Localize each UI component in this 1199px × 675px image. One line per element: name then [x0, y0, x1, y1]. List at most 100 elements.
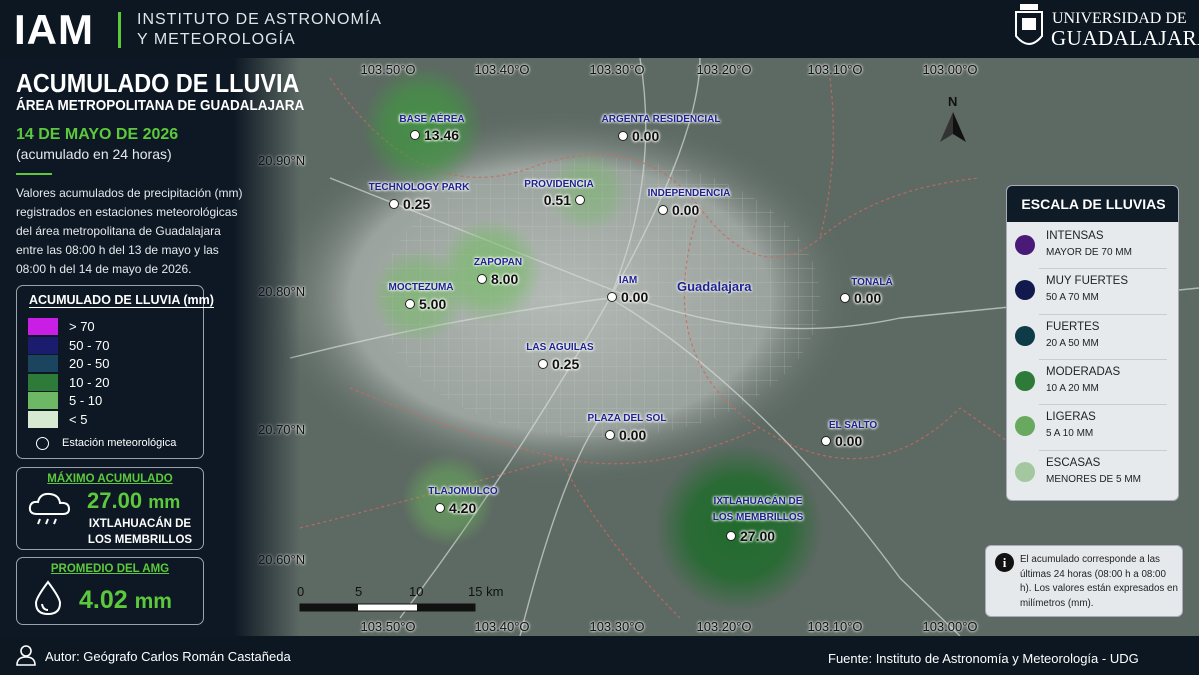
separator: [16, 173, 52, 175]
scale-label: 5: [355, 584, 363, 599]
station-symbol: [36, 437, 49, 450]
legend-title: ACUMULADO DE LLUVIA (mm): [29, 293, 214, 308]
station-name: IXTLAHUACÁN DE LOS MEMBRILLOS: [712, 496, 804, 523]
station-value: 5.00: [419, 296, 447, 312]
longitude-label: 103.00°O: [922, 619, 978, 634]
longitude-label: 103.30°O: [589, 62, 645, 77]
station-name: TONALÁ: [851, 277, 893, 288]
scale-bar: [299, 603, 476, 612]
station-name: EL SALTO: [828, 420, 878, 431]
rain-blob: [370, 248, 466, 344]
maximum-value: 27.00 mm: [87, 488, 180, 514]
legend-swatch: [28, 336, 58, 354]
scale-title: ESCALA DE LLUVIAS: [1007, 186, 1178, 222]
station-name: BASE AÉREA: [399, 114, 465, 125]
station-symbol: [405, 299, 415, 309]
source: Fuente: Instituto de Astronomía y Meteor…: [828, 651, 1139, 666]
scale-separator: [1039, 404, 1167, 406]
station-value: 0.00: [632, 128, 660, 144]
longitude-label: 103.30°O: [589, 619, 645, 634]
legend-label: < 5: [69, 411, 88, 427]
scale-swatch: [1015, 235, 1035, 255]
scale-name: INTENSAS: [1046, 230, 1104, 242]
station-name: LAS AGUILAS: [526, 342, 594, 353]
scale-separator: [1039, 358, 1167, 360]
average-value: 4.02 mm: [79, 586, 172, 615]
rain-blob: [655, 444, 823, 612]
institute-name: Y METEOROLOGÍA: [137, 31, 296, 48]
station-name: PROVIDENCIA: [524, 179, 594, 190]
scale-panel: ESCALA DE LLUVIAS INTENSAS MAYOR DE 70 MM…: [1006, 185, 1179, 501]
station-value: 13.46: [424, 127, 460, 143]
station-name: IAM: [618, 275, 638, 286]
longitude-label: 103.00°O: [922, 62, 978, 77]
longitude-label: 103.20°O: [696, 62, 752, 77]
station-value: 0.00: [619, 427, 647, 443]
scale-name: MUY FUERTES: [1046, 275, 1129, 288]
station-name: ZAPOPAN: [473, 257, 523, 268]
station-name: TECHNOLOGY PARK: [368, 182, 470, 193]
station-symbol: [821, 436, 831, 446]
scale-description: MAYOR DE 70 MM: [1046, 247, 1132, 258]
scale-description: 50 A 70 MM: [1046, 292, 1099, 304]
divider: [118, 12, 121, 48]
station-symbol: [575, 195, 585, 205]
description: Valores acumulados de precipitación (mm)…: [16, 186, 243, 276]
station-name: ARGENTA RESIDENCIAL: [601, 114, 721, 125]
scale-label: 15 km: [468, 584, 504, 599]
scale-separator: [1039, 313, 1167, 315]
scale-name: FUERTES: [1046, 320, 1100, 333]
date: 14 DE MAYO DE 2026: [16, 126, 179, 143]
maximum-title: MÁXIMO ACUMULADO: [47, 473, 173, 485]
note-box: i El acumulado corresponde a las últimas…: [985, 545, 1183, 617]
author: Autor: Geógrafo Carlos Román Castañeda: [45, 649, 291, 664]
logo: IAM: [14, 6, 94, 53]
scale-label: 10: [409, 584, 424, 599]
longitude-label: 103.50°O: [360, 62, 416, 77]
scale-description: 10 A 20 MM: [1046, 382, 1099, 394]
station-value: 0.00: [672, 202, 700, 218]
university-name: UNIVERSIDAD DE: [1052, 10, 1187, 27]
rain-blob: [401, 453, 495, 547]
maximum-number: 27.00: [87, 488, 143, 513]
legend-swatch: [28, 410, 58, 428]
station-value: 4.20: [449, 500, 477, 516]
scale-name: LIGERAS: [1046, 411, 1096, 424]
legend-label: 10 - 20: [69, 374, 110, 390]
legend-swatch: [28, 318, 58, 335]
station-value: 0.25: [552, 356, 580, 372]
scale-name: MODERADAS: [1046, 365, 1121, 378]
rain-blob: [547, 151, 629, 233]
scale-swatch: [1015, 325, 1035, 346]
legend-label: 5 - 10: [69, 393, 103, 408]
university-crest: [1015, 4, 1043, 45]
average-number: 4.02: [79, 586, 128, 614]
institute-name: INSTITUTO DE ASTRONOMÍA: [137, 11, 382, 28]
legend-label: 50 - 70: [69, 337, 110, 353]
station-symbol: [607, 292, 617, 302]
scale-swatch: [1015, 461, 1035, 482]
longitude-label: 103.40°O: [474, 619, 530, 634]
maximum-box: MÁXIMO ACUMULADO 27.00 mm IXTLAHUACÁN DE…: [16, 467, 204, 550]
station-symbol: [410, 130, 420, 140]
station-name: INDEPENDENCIA: [647, 188, 731, 199]
average-title: PROMEDIO DEL AMG: [50, 563, 170, 575]
legend-swatch: [28, 392, 58, 409]
info-icon: i: [995, 553, 1014, 572]
longitude-label: 103.10°O: [807, 62, 863, 77]
station-symbol: [538, 359, 548, 369]
scale-description: 5 A 10 MM: [1046, 428, 1094, 440]
subtitle: ÁREA METROPOLITANA DE GUADALAJARA: [16, 97, 305, 114]
station-name: PLAZA DEL SOL: [587, 413, 667, 424]
university-name: GUADALAJARA: [1051, 26, 1199, 50]
drop-icon: [34, 580, 62, 616]
title: ACUMULADO DE LLUVIA: [16, 68, 300, 98]
average-unit: mm: [134, 590, 172, 613]
scale-label: 0: [297, 584, 305, 599]
period: (acumulado en 24 horas): [16, 146, 172, 162]
longitude-label: 103.50°O: [360, 619, 416, 634]
legend-swatch: [28, 373, 58, 391]
station-symbol: [840, 293, 850, 303]
longitude-label: 103.40°O: [474, 62, 530, 77]
